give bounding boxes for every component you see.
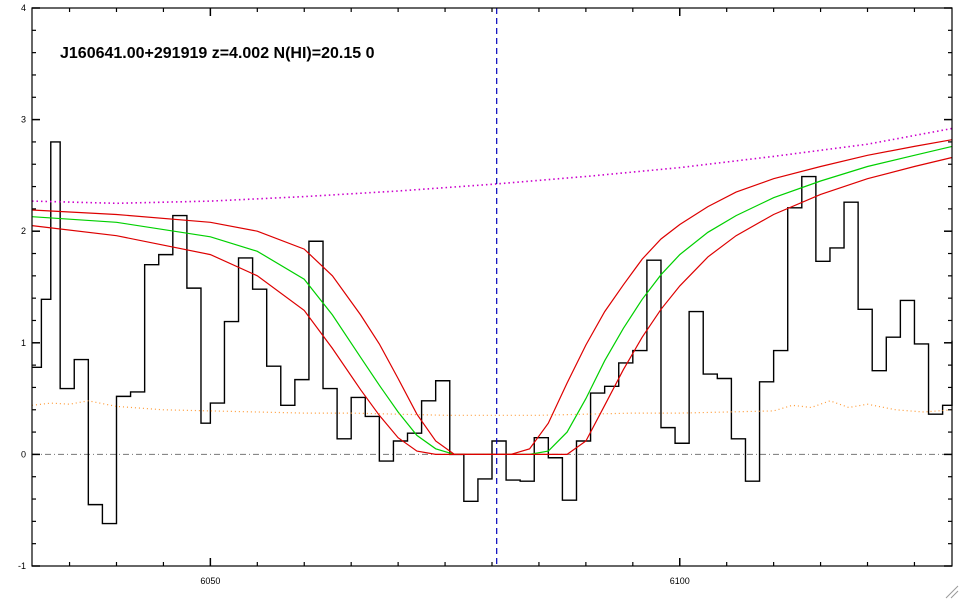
y-tick-label: 4 [21, 3, 26, 13]
y-tick-label: 3 [21, 115, 26, 125]
chart-title: J160641.00+291919 z=4.002 N(HI)=20.15 0 [60, 45, 375, 62]
continuum-line [31, 127, 953, 205]
y-tick-label: 2 [21, 226, 26, 236]
x-tick-label: 6100 [670, 576, 690, 586]
y-tick-label: 1 [21, 338, 26, 348]
model-upper-bound-line [31, 139, 953, 455]
x-tick-label: 6050 [200, 576, 220, 586]
error-line [31, 400, 953, 416]
model-lower-bound-line [31, 156, 953, 455]
y-tick-label: 0 [21, 449, 26, 459]
y-tick-label: -1 [18, 561, 26, 571]
plot-frame [31, 7, 953, 567]
model-fit-line [31, 145, 953, 455]
resize-grip-icon[interactable] [945, 585, 959, 599]
flux-histogram [32, 141, 953, 525]
